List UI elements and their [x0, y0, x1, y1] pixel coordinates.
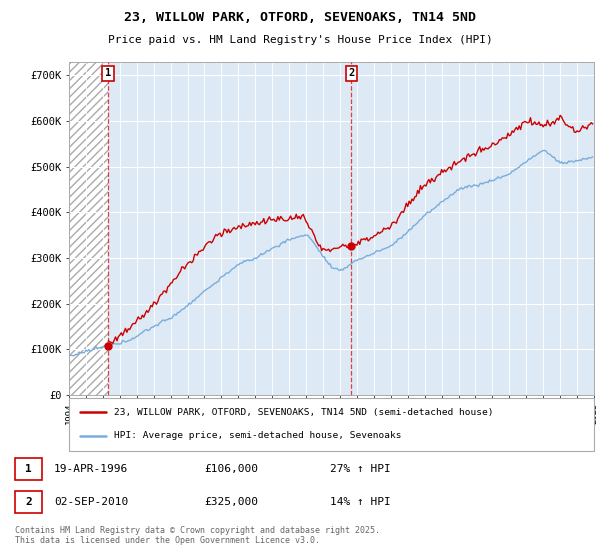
- Text: HPI: Average price, semi-detached house, Sevenoaks: HPI: Average price, semi-detached house,…: [113, 431, 401, 440]
- FancyBboxPatch shape: [15, 458, 42, 480]
- Text: 2: 2: [348, 68, 355, 78]
- Text: £106,000: £106,000: [204, 464, 258, 474]
- Text: 1: 1: [104, 68, 111, 78]
- Text: 1: 1: [25, 464, 32, 474]
- Text: 23, WILLOW PARK, OTFORD, SEVENOAKS, TN14 5ND: 23, WILLOW PARK, OTFORD, SEVENOAKS, TN14…: [124, 11, 476, 24]
- Bar: [69, 62, 108, 395]
- Text: 23, WILLOW PARK, OTFORD, SEVENOAKS, TN14 5ND (semi-detached house): 23, WILLOW PARK, OTFORD, SEVENOAKS, TN14…: [113, 408, 493, 417]
- Text: 19-APR-1996: 19-APR-1996: [54, 464, 128, 474]
- Text: Contains HM Land Registry data © Crown copyright and database right 2025.
This d: Contains HM Land Registry data © Crown c…: [15, 526, 380, 545]
- FancyBboxPatch shape: [69, 398, 594, 451]
- FancyBboxPatch shape: [15, 491, 42, 513]
- Text: 2: 2: [25, 497, 32, 507]
- Text: 14% ↑ HPI: 14% ↑ HPI: [330, 497, 391, 507]
- Text: Price paid vs. HM Land Registry's House Price Index (HPI): Price paid vs. HM Land Registry's House …: [107, 35, 493, 45]
- Text: £325,000: £325,000: [204, 497, 258, 507]
- Text: 27% ↑ HPI: 27% ↑ HPI: [330, 464, 391, 474]
- Text: 02-SEP-2010: 02-SEP-2010: [54, 497, 128, 507]
